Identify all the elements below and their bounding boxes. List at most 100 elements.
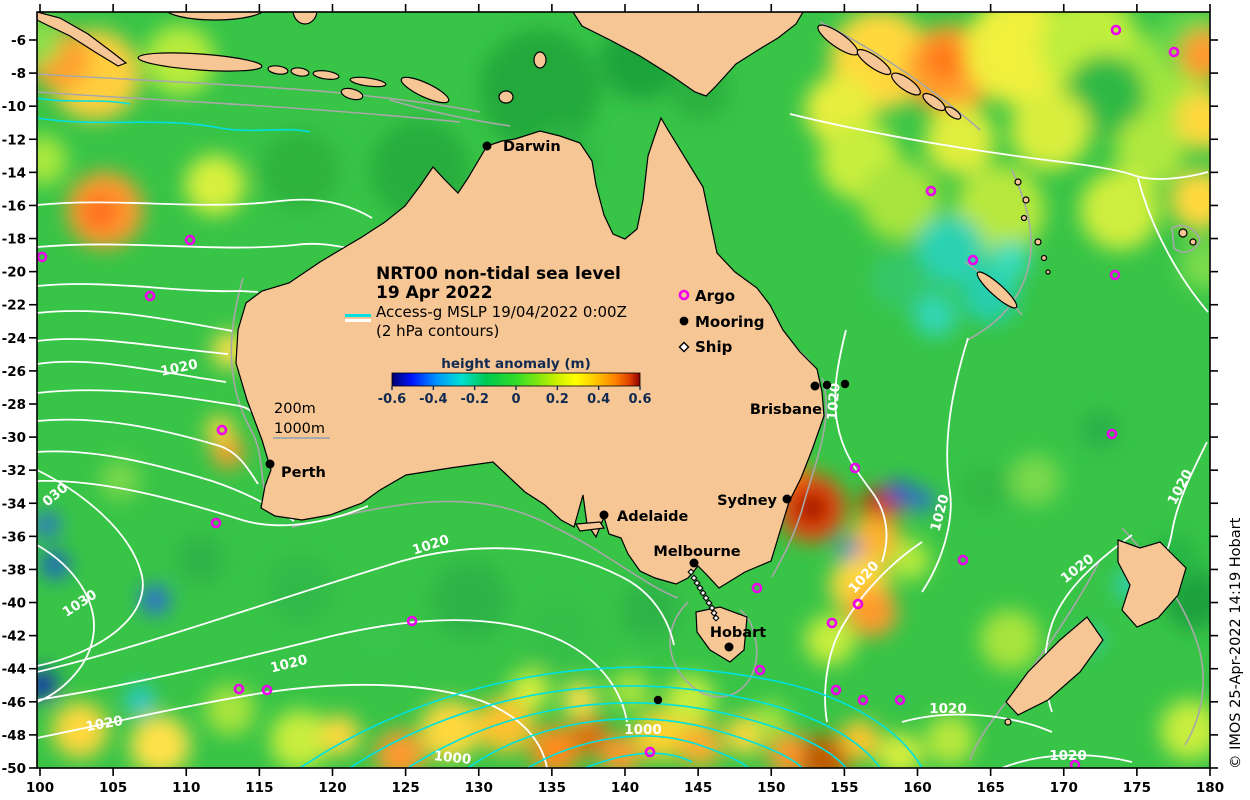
- plot-frame: [36, 11, 1211, 769]
- bathymetry-contours: [37, 21, 1204, 761]
- land-flores: [349, 76, 387, 88]
- land-sumba: [340, 87, 364, 101]
- city-mooring-dot: [810, 381, 820, 391]
- mooring-legend-label: Mooring: [695, 313, 765, 331]
- mslp-contour-label: 1000: [433, 748, 472, 768]
- lon-tick-label: 165: [977, 780, 1005, 796]
- lon-tick-label: 170: [1050, 780, 1078, 796]
- land-fiji: [1178, 228, 1197, 246]
- colorbar: height anomaly (m) -0.6 -0.4 -0.2 0 0.2 0.4 0.…: [378, 356, 652, 407]
- lat-tick-label: -40: [2, 596, 26, 612]
- argo-float-marker: [1106, 428, 1118, 440]
- argo-float-marker: [1168, 46, 1180, 58]
- mooring-legend-icon: [679, 316, 689, 326]
- bathy-200m-label: 200m: [274, 401, 316, 417]
- city-label: Brisbane: [750, 402, 822, 418]
- ship-marker: [699, 589, 707, 597]
- argo-float-marker: [1109, 269, 1121, 281]
- land-bali: [267, 65, 289, 75]
- argo-float-marker: [754, 664, 766, 676]
- mslp-contours-low: [37, 97, 923, 768]
- argo-float-marker: [751, 582, 763, 594]
- argo-float-marker: [967, 254, 979, 266]
- city-label: Hobart: [710, 625, 766, 641]
- argo-float-marker: [37, 251, 48, 263]
- argo-float-marker: [849, 462, 861, 474]
- lat-tick-label: -18: [2, 232, 26, 248]
- argo-float-marker: [894, 694, 906, 706]
- land-aru: [533, 51, 547, 69]
- argo-float-marker: [210, 517, 222, 529]
- lat-tick-label: -48: [2, 728, 26, 744]
- lat-tick-label: -16: [2, 198, 26, 214]
- argo-float-marker: [144, 290, 156, 302]
- city-mooring-dot: [724, 642, 734, 652]
- city-labels: Darwin Perth Adelaide Melbourne Sydney Brisba…: [265, 139, 822, 652]
- argo-float-marker: [852, 598, 864, 610]
- sea-anomaly-field: 1020030103010201020102010001000102010201…: [37, 12, 1210, 768]
- observation-markers: [37, 24, 1180, 768]
- mslp-contour-label: 1020: [824, 382, 843, 421]
- lon-tick-label: 180: [1196, 780, 1224, 796]
- mslp-contour-label: 1000: [624, 722, 662, 738]
- city-mooring-dot: [782, 494, 792, 504]
- land-sumatra: [37, 12, 128, 67]
- ship-marker: [710, 609, 718, 617]
- lat-tick-label: -30: [2, 430, 26, 446]
- land-kangaroo-island: [575, 521, 606, 532]
- colorbar-tick-label: -0.4: [419, 392, 447, 407]
- map-title: NRT00 non-tidal sea level: [376, 264, 621, 284]
- mslp-contour-label: 1020: [929, 701, 967, 717]
- land-sumbawa: [312, 70, 340, 80]
- lon-tick-label: 155: [830, 780, 858, 796]
- argo-float-marker: [830, 684, 842, 696]
- city-label: Darwin: [503, 139, 561, 155]
- mslp-contour-label: 1020: [1049, 748, 1087, 764]
- city-label: Adelaide: [617, 509, 689, 525]
- lon-tick-label: 130: [465, 780, 493, 796]
- lat-tick-label: -26: [2, 364, 26, 380]
- city-label: Melbourne: [653, 544, 740, 560]
- lat-tick-label: -24: [2, 331, 26, 347]
- land-sulawesi: [292, 12, 318, 25]
- land-new-guinea: [572, 12, 804, 97]
- map-subtitle: Access-g MSLP 19/04/2022 0:00Z: [376, 303, 627, 321]
- colorbar-title: height anomaly (m): [441, 356, 591, 372]
- colorbar-tick-label: 0.6: [628, 392, 651, 407]
- city-label: Sydney: [717, 493, 777, 509]
- argo-float-marker: [826, 617, 838, 629]
- argo-float-marker: [233, 683, 245, 695]
- lat-tick-label: -44: [2, 662, 26, 678]
- ship-marker: [712, 614, 720, 622]
- mslp-swatch-high: [345, 319, 371, 322]
- lat-tick-label: -8: [11, 66, 26, 82]
- city-mooring-dot: [482, 141, 492, 151]
- ship-legend-icon: [678, 341, 690, 353]
- lon-tick-label: 125: [392, 780, 420, 796]
- land-vanuatu: [1014, 178, 1051, 275]
- lon-tick-label: 115: [245, 780, 273, 796]
- mooring-marker: [653, 695, 663, 705]
- colorbar-tick-label: -0.2: [460, 392, 488, 407]
- bathy-legend: 200m 1000m: [273, 401, 330, 439]
- ship-marker: [705, 599, 713, 607]
- lat-tick-label: -50: [2, 761, 26, 777]
- lat-tick-label: -46: [2, 695, 26, 711]
- argo-legend-icon: [678, 289, 690, 301]
- colorbar-tick-label: -0.6: [378, 392, 406, 407]
- lat-tick-label: -34: [2, 496, 26, 512]
- land-australia: [235, 116, 825, 589]
- argo-float-marker: [216, 424, 228, 436]
- ship-marker: [690, 574, 698, 582]
- colorbar-tick-label: 0.4: [587, 392, 610, 407]
- city-mooring-dot: [265, 459, 275, 469]
- lat-tick-label: -38: [2, 562, 26, 578]
- bathy-1000m-label: 1000m: [274, 421, 325, 437]
- argo-legend-label: Argo: [695, 287, 735, 305]
- land-borneo: [166, 12, 264, 21]
- argo-float-marker: [184, 234, 196, 246]
- colorbar-tick-label: 0: [511, 392, 520, 407]
- info-block: NRT00 non-tidal sea level 19 Apr 2022 Ac…: [345, 264, 627, 340]
